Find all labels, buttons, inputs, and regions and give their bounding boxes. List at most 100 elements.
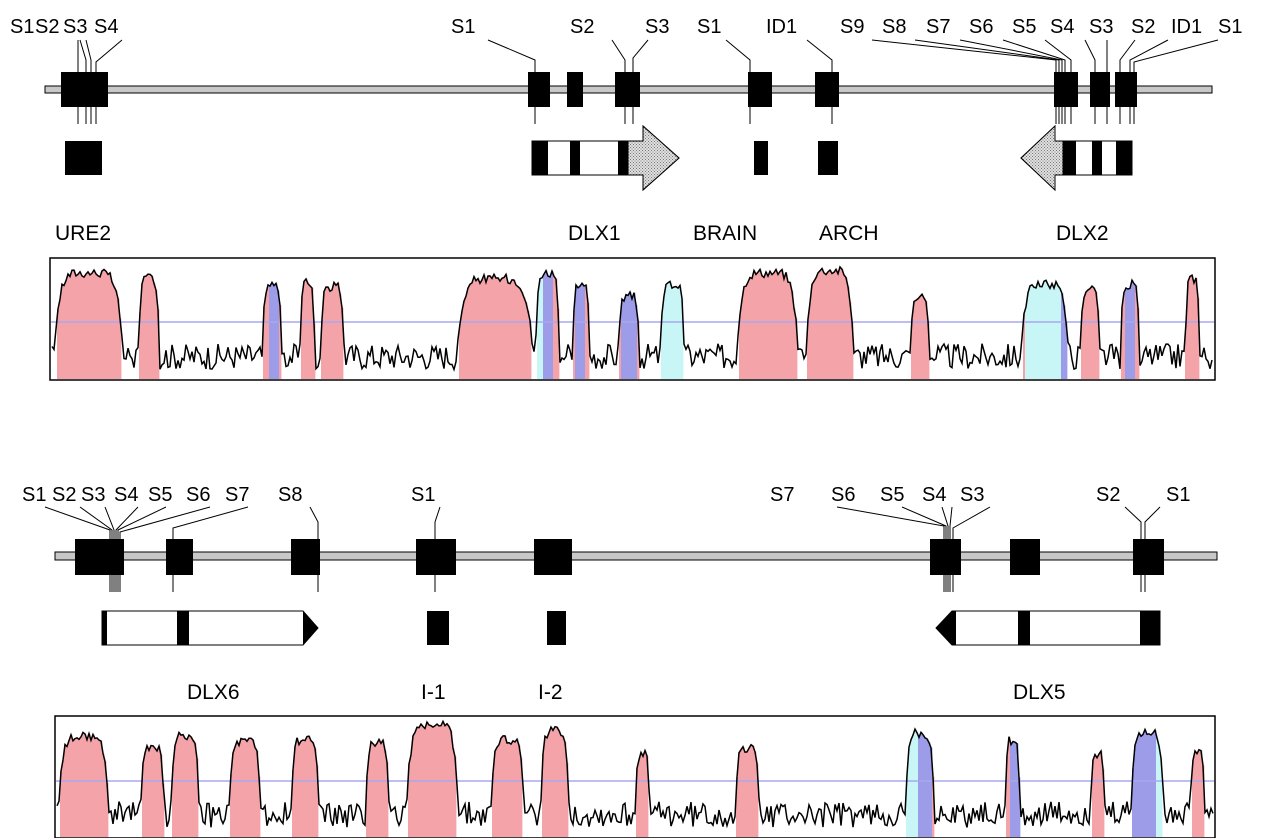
conserved-region-fill [148,750,151,837]
conserved-region-fill [549,277,552,379]
conserved-region-fill [258,776,261,837]
conserved-region-fill [323,291,326,379]
conserved-region-fill [916,732,919,837]
conserved-region-fill [537,292,540,379]
conserved-region-fill [514,741,517,837]
conserved-region-fill [910,739,913,837]
conserved-region-fill [1192,760,1195,837]
conserved-region-fill [845,277,848,379]
conserved-region-fill [410,754,413,837]
conserved-region-fill [370,741,373,837]
conserved-region-fill [518,745,521,837]
conserved-region-fill [117,298,120,379]
conserved-region-fill [263,306,266,379]
conserved-region-fill [157,309,160,379]
conserved-region-fill [1094,754,1097,837]
conserved-region-fill [186,739,189,837]
conserved-region-fill [787,282,790,379]
conserved-region-fill [256,750,259,837]
bottom-tick-lines [109,575,1146,592]
conserved-region-fill [629,292,632,379]
conserved-region-fill [748,748,751,837]
conserved-region-fill [508,742,511,837]
conserved-region-fill [743,286,746,379]
conserved-region-fill [930,747,933,837]
conserved-region-fill [751,278,754,379]
conserved-region-fill [426,722,429,837]
site-label: S4 [922,484,946,506]
conserved-region-fill [418,727,421,837]
conserved-region-fill [1191,275,1194,379]
conserved-region-fill [119,318,122,379]
conserved-region-fill [113,286,116,379]
conserved-region-fill [1029,285,1032,379]
conserved-region-fill [473,276,476,379]
conserved-region-fill [194,743,197,837]
conserved-region-fill [424,728,427,837]
conserved-region-fill [546,737,549,837]
conserved-region-fill [1065,321,1068,379]
conserved-region-fill [487,276,490,379]
conserved-region-fill [921,294,924,379]
conserved-region-fill [234,747,237,837]
conserved-region-fill [738,752,741,837]
conserved-region-fill [669,281,672,379]
conserved-region-fill [196,758,199,837]
conserved-region-fill [627,295,630,379]
element-box [528,72,550,107]
conserved-region-fill [564,742,567,837]
conserved-region-fill [558,730,561,837]
conserved-region-fill [773,272,776,379]
site-label: ID1 [1171,16,1202,38]
conserved-region-fill [811,284,814,379]
conserved-region-fill [378,739,381,837]
site-label: S3 [81,484,105,506]
i1-element [427,611,449,645]
conserved-region-fill [527,311,530,379]
conserved-region-fill [912,735,915,837]
site-label: S5 [148,484,172,506]
conserved-region-fill [497,277,500,379]
conserved-region-fill [242,739,245,837]
conserved-region-fill [101,271,104,379]
conserved-region-fill [442,721,445,837]
conserved-region-fill [180,735,183,837]
conserved-region-fill [1140,736,1143,837]
conserved-region-fill [1092,760,1095,837]
conserved-region-fill [300,741,303,837]
conserved-region-fill [1049,288,1052,379]
conserved-region-fill [1195,277,1198,379]
conserved-region-fill [769,271,772,379]
conserved-region-fill [791,291,794,379]
conserved-region-fill [77,274,80,379]
conserved-region-fill [1010,744,1013,837]
feature-label-ure2: URE2 [55,222,111,245]
conserved-region-fill [105,271,108,379]
conserved-region-fill [246,741,249,837]
conserved-region-fill [96,737,99,837]
conserved-region-fill [740,749,743,837]
conserved-region-fill [265,293,268,379]
conserved-region-fill [100,741,103,837]
conservation-trace [56,719,1214,829]
element-box [416,539,456,575]
conserved-region-fill [160,754,163,837]
conserved-region-fill [1031,284,1034,379]
conserved-region-fill [1037,281,1040,379]
conserved-region-fill [512,740,515,837]
conserved-region-fill [60,771,63,837]
conserved-region-fill [139,312,142,379]
conserved-region-fill [78,739,81,837]
conserved-region-fill [190,736,193,837]
conserved-region-fill [459,323,462,379]
conserved-region-fill [644,750,647,837]
top-leader-lines [77,39,1219,75]
site-label: S6 [186,484,210,506]
conserved-region-fill [182,734,185,837]
conserved-region-fill [744,752,747,837]
conserved-region-fill [93,270,96,379]
conserved-region-fill [69,276,72,379]
conserved-region-fill [503,277,506,379]
conserved-region-fill [250,738,253,837]
